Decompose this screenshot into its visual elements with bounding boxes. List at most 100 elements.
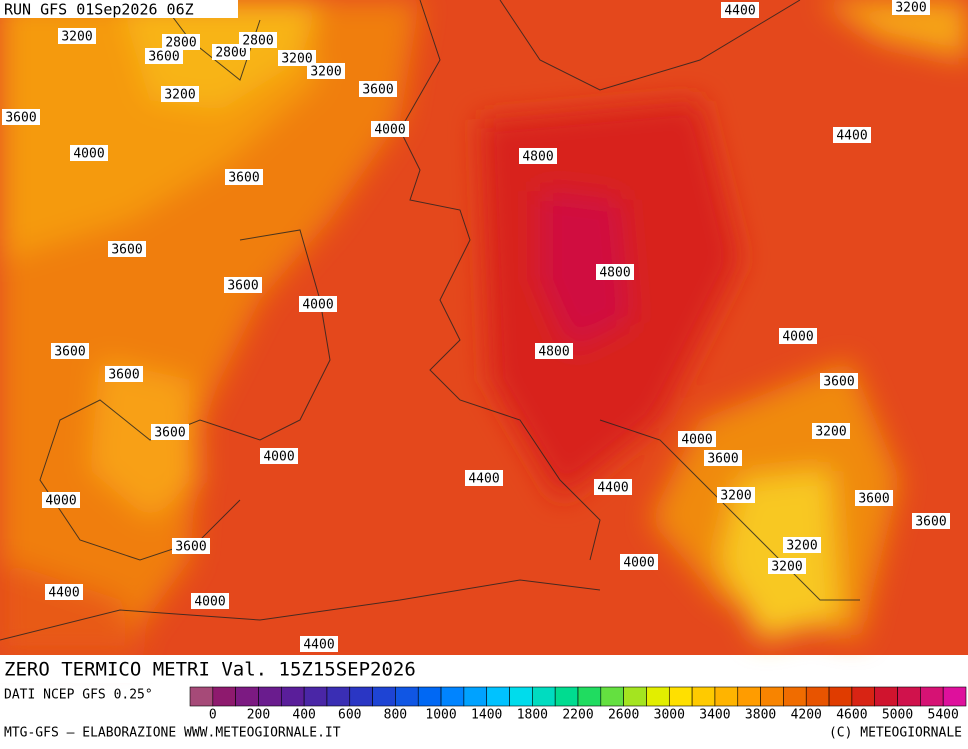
contour-label-box xyxy=(145,48,183,64)
contour-label: 3200 xyxy=(895,1,926,16)
map-title: ZERO TERMICO METRI Val. 15Z15SEP2026 xyxy=(4,659,416,681)
colorbar-swatch xyxy=(258,686,282,707)
colorbar-swatch xyxy=(395,686,419,707)
contour-label: 3600 xyxy=(707,452,738,467)
contour-label: 3600 xyxy=(108,368,139,383)
contour-label: 4400 xyxy=(48,586,79,601)
credit-right: (C) METEOGIORNALE xyxy=(829,726,962,741)
data-source: DATI NCEP GFS 0.25° xyxy=(4,688,153,703)
contour-label: 4800 xyxy=(522,150,553,165)
contour-label-box xyxy=(779,328,817,344)
colorbar-swatch xyxy=(737,686,761,707)
contour-label-box xyxy=(58,28,96,44)
contour-label-box xyxy=(105,366,143,382)
contour-label-box xyxy=(70,145,108,161)
contour-label-box xyxy=(892,0,930,15)
contour-label-box xyxy=(359,81,397,97)
colorbar-label: 1800 xyxy=(517,708,548,723)
contour-label: 3200 xyxy=(720,489,751,504)
contour-label-box xyxy=(162,34,200,50)
colorbar-swatch xyxy=(349,686,373,707)
colorbar-swatch xyxy=(372,686,396,707)
contour-label-box xyxy=(299,296,337,312)
contour-label: 4000 xyxy=(73,147,104,162)
colorbar-swatch xyxy=(714,686,739,707)
colorbar-label: 600 xyxy=(338,708,361,723)
contour-label: 3600 xyxy=(823,375,854,390)
contour-label: 4000 xyxy=(782,330,813,345)
colorbar-swatch xyxy=(189,686,214,707)
contour-label: 3200 xyxy=(164,88,195,103)
contour-label: 4000 xyxy=(623,556,654,571)
contour-label: 4000 xyxy=(263,450,294,465)
contour-label: 3600 xyxy=(5,111,36,126)
colorbar-swatch xyxy=(760,686,784,707)
colorbar-label: 2600 xyxy=(608,708,639,723)
colorbar-label: 5000 xyxy=(882,708,913,723)
contour-label: 3200 xyxy=(61,30,92,45)
contour-label-box xyxy=(42,492,80,508)
contour-label-box xyxy=(239,32,277,48)
contour-label: 4000 xyxy=(302,298,333,313)
contour-label: 2800 xyxy=(215,46,246,61)
contour-label-box xyxy=(820,373,858,389)
colorbar-swatch xyxy=(235,686,259,707)
colorbar-swatch xyxy=(303,686,328,707)
contour-label-box xyxy=(51,343,89,359)
colorbar-swatch xyxy=(577,686,602,707)
colorbar-swatch xyxy=(805,686,830,707)
colorbar-label: 3400 xyxy=(699,708,730,723)
contour-label: 3200 xyxy=(815,425,846,440)
contour-label: 2800 xyxy=(165,36,196,51)
contour-label-box xyxy=(172,538,210,554)
contour-label: 4000 xyxy=(681,433,712,448)
contour-label: 4400 xyxy=(597,481,628,496)
contour-label-box xyxy=(519,148,557,164)
colorbar-swatch xyxy=(828,686,853,707)
contour-label-box xyxy=(812,423,850,439)
colorbar-label: 1400 xyxy=(471,708,502,723)
contour-label-box xyxy=(260,448,298,464)
contour-label: 4000 xyxy=(374,123,405,138)
contour-label-box xyxy=(300,636,338,652)
colorbar-swatch xyxy=(691,686,716,707)
colorbar-swatch xyxy=(942,686,967,707)
colorbar-label: 200 xyxy=(247,708,270,723)
colorbar-label: 0 xyxy=(209,708,217,723)
colorbar-label: 800 xyxy=(384,708,407,723)
contour-label: 4000 xyxy=(45,494,76,509)
colorbar-label: 4600 xyxy=(836,708,867,723)
contour-label-box xyxy=(678,431,716,447)
colorbar-swatch xyxy=(554,686,579,707)
colorbar-swatch xyxy=(417,686,442,707)
colorbar-swatch xyxy=(783,686,807,707)
colorbar-label: 2200 xyxy=(562,708,593,723)
contour-label: 4400 xyxy=(724,4,755,19)
colorbar-label: 4200 xyxy=(791,708,822,723)
contour-label-box xyxy=(108,241,146,257)
colorbar-swatch xyxy=(600,686,624,707)
contour-label-box xyxy=(596,264,634,280)
run-label: RUN GFS 01Sep2026 06Z xyxy=(4,1,194,19)
contour-label-box xyxy=(191,593,229,609)
colorbar-swatch xyxy=(486,686,510,707)
contour-label: 3200 xyxy=(310,65,341,80)
contour-label-box xyxy=(620,554,658,570)
contour-label-box xyxy=(307,63,345,79)
colorbar-swatch xyxy=(646,686,670,707)
contour-label: 3600 xyxy=(228,171,259,186)
colorbar-swatch xyxy=(440,686,465,707)
contour-label: 3200 xyxy=(771,560,802,575)
colorbar-label: 5400 xyxy=(928,708,959,723)
contour-label: 3600 xyxy=(362,83,393,98)
colorbar-swatch xyxy=(897,686,921,707)
contour-label-box xyxy=(783,537,821,553)
contour-label-box xyxy=(45,584,83,600)
contour-label: 3600 xyxy=(111,243,142,258)
contour-label-box xyxy=(371,121,409,137)
contour-label: 3200 xyxy=(281,52,312,67)
run-label-box xyxy=(0,0,238,18)
colorbar-swatch xyxy=(532,686,556,707)
colorbar-swatch xyxy=(874,686,898,707)
